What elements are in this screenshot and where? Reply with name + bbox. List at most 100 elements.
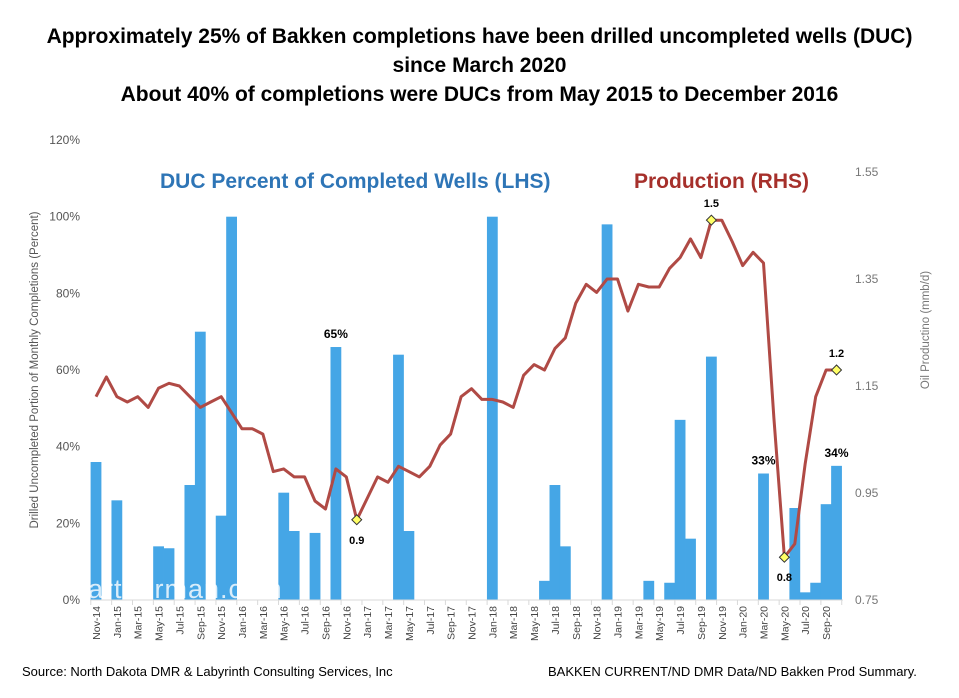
duc-bar	[549, 485, 561, 600]
production-marker	[778, 551, 791, 563]
duc-bar	[820, 504, 832, 600]
chart-title-line-2: since March 2020	[392, 54, 567, 77]
y-left-tick-label: 100%	[49, 210, 80, 224]
x-tick-label: May-18	[529, 606, 541, 641]
x-tick-label: Nov-15	[216, 606, 228, 640]
bar-annotation: 33%	[752, 454, 776, 468]
source-note: Source: North Dakota DMR & Labyrinth Con…	[22, 664, 393, 679]
x-tick-label: Jan-18	[487, 606, 499, 638]
production-marker-label: 1.2	[829, 348, 844, 360]
x-tick-label: Sep-15	[195, 606, 207, 640]
y-right-tick-label: 1.15	[855, 379, 879, 393]
y-right-tick-label: 0.95	[855, 486, 879, 500]
duc-bar	[789, 508, 801, 600]
x-tick-label: Mar-20	[759, 606, 771, 639]
x-tick-label: May-16	[279, 606, 291, 641]
x-tick-label: Nov-17	[466, 606, 478, 640]
data-note: BAKKEN CURRENT/ND DMR Data/ND Bakken Pro…	[548, 664, 917, 679]
duc-bar	[486, 216, 498, 600]
duc-bar	[215, 515, 227, 600]
x-tick-label: Mar-16	[258, 606, 270, 639]
x-tick-label: Nov-19	[717, 606, 729, 640]
x-tick-label: May-20	[779, 606, 791, 641]
x-tick-label: Jul-15	[174, 606, 186, 635]
x-tick-label: Nov-18	[592, 606, 604, 640]
chart-title-line-1: Approximately 25% of Bakken completions …	[46, 25, 913, 48]
x-tick-label: Sep-16	[320, 606, 332, 640]
chart-title-line-3: About 40% of completions were DUCs from …	[120, 83, 839, 106]
x-tick-label: Jul-16	[300, 606, 312, 635]
x-tick-label: Sep-20	[821, 606, 833, 640]
duc-bar	[705, 356, 717, 600]
duc-bar	[288, 531, 300, 600]
x-tick-label: May-19	[654, 606, 666, 641]
production-marker-label: 0.9	[349, 535, 364, 547]
x-tick-label: Jul-19	[675, 606, 687, 635]
x-tick-label: Jan-17	[362, 606, 374, 638]
duc-bar	[685, 538, 696, 600]
duc-bar	[831, 465, 842, 600]
x-tick-label: Jan-19	[613, 606, 625, 638]
duc-bar	[810, 582, 822, 600]
x-tick-label: Jan-16	[237, 606, 249, 638]
x-tick-label: Jul-18	[550, 606, 562, 635]
y-left-tick-label: 80%	[56, 286, 80, 300]
production-marker-label: 1.5	[704, 198, 719, 210]
x-tick-label: Jul-17	[425, 606, 437, 635]
x-tick-label: Nov-14	[91, 606, 103, 640]
y-left-axis-title: Drilled Uncompleted Portion of Monthly C…	[29, 211, 41, 528]
duc-bar	[559, 546, 571, 600]
x-tick-label: Mar-19	[633, 606, 645, 639]
production-line	[94, 218, 837, 559]
duc-bar	[674, 419, 686, 600]
duc-bar	[403, 531, 415, 600]
x-tick-label: Mar-18	[508, 606, 520, 639]
production-marker	[705, 214, 718, 226]
x-tick-label: Sep-18	[571, 606, 583, 640]
duc-bar	[643, 580, 655, 600]
duc-bar	[226, 216, 237, 600]
duc-bar	[539, 580, 550, 600]
x-tick-label: Sep-17	[446, 606, 458, 640]
x-tick-label: Jan-15	[112, 606, 124, 638]
watermark: artberman.com	[88, 574, 283, 604]
y-right-tick-label: 1.35	[855, 272, 879, 286]
duc-bar	[758, 473, 769, 600]
x-tick-label: May-17	[404, 606, 416, 641]
duc-bar	[664, 582, 676, 600]
x-tick-label: Mar-17	[383, 606, 395, 639]
x-tick-label: May-15	[154, 606, 166, 641]
bar-annotation: 65%	[324, 327, 348, 341]
duc-bar	[601, 224, 613, 600]
production-marker	[351, 514, 363, 526]
duc-bar	[163, 548, 175, 600]
y-left-tick-label: 40%	[56, 440, 80, 454]
duc-bar	[799, 592, 811, 600]
y-left-tick-label: 60%	[56, 363, 80, 377]
duc-bar	[278, 492, 290, 600]
x-tick-label: Nov-16	[341, 606, 353, 640]
duc-bar	[111, 500, 123, 600]
bar-annotation: 34%	[825, 446, 849, 460]
duc-bar	[153, 546, 164, 600]
y-left-tick-label: 20%	[56, 516, 80, 530]
x-tick-label: Mar-15	[133, 606, 145, 639]
duc-bar	[194, 331, 206, 600]
legend-production: Production (RHS)	[634, 170, 809, 193]
duc-bar	[90, 462, 102, 600]
legend-duc: DUC Percent of Completed Wells (LHS)	[160, 170, 551, 193]
production-marker	[830, 364, 843, 376]
duc-bar	[184, 485, 196, 600]
duc-bar	[393, 354, 404, 600]
production-marker-label: 0.8	[777, 572, 792, 584]
x-tick-label: Jul-20	[800, 606, 812, 635]
y-right-tick-label: 0.75	[855, 593, 879, 607]
x-tick-label: Jan-20	[738, 606, 750, 638]
y-right-tick-label: 1.55	[855, 165, 879, 179]
x-tick-label: Sep-19	[696, 606, 708, 640]
y-left-tick-label: 120%	[49, 133, 80, 147]
y-left-tick-label: 0%	[63, 593, 81, 607]
duc-bar	[309, 532, 321, 600]
y-right-axis-title: Oil Productino (mmb/d)	[920, 271, 932, 389]
